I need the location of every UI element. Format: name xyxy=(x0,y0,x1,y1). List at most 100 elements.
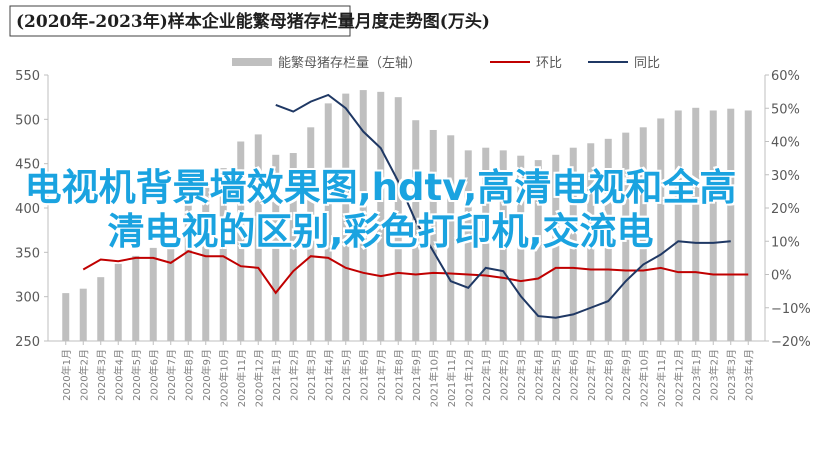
y-tick-label: 300 xyxy=(15,291,40,306)
x-tick-label: 2020年4月 xyxy=(112,349,125,401)
bar xyxy=(429,129,437,341)
x-tick-label: 2022年11月 xyxy=(655,349,668,407)
bar xyxy=(727,108,735,342)
bar xyxy=(219,168,227,341)
x-tick-label: 2021年8月 xyxy=(392,349,405,401)
x-tick-label: 2022年9月 xyxy=(620,349,633,401)
x-tick-label: 2021年9月 xyxy=(410,349,423,401)
x-tick-label: 2020年3月 xyxy=(95,349,108,401)
y2-tick-label: 20% xyxy=(771,202,800,217)
bar xyxy=(132,255,140,341)
legend-label: 环比 xyxy=(536,56,562,71)
x-tick-label: 2022年6月 xyxy=(567,349,580,401)
x-tick-label: 2022年8月 xyxy=(602,349,615,401)
x-tick-label: 2020年11月 xyxy=(235,349,248,407)
y2-tick-label: 50% xyxy=(771,102,800,117)
bar xyxy=(394,97,402,342)
bar xyxy=(359,90,367,341)
y2-tick-label: 60% xyxy=(771,69,800,84)
x-tick-label: 2021年5月 xyxy=(340,349,353,401)
x-tick-label: 2021年4月 xyxy=(322,349,335,401)
overlay-text: 电视机背景墙效果图,hdtv,高清电视和全高清电视的区别,彩色打印机,交流电 xyxy=(24,166,737,253)
bar xyxy=(464,150,472,341)
y2-tick-label: −20% xyxy=(771,335,811,350)
x-tick-label: 2022年10月 xyxy=(637,349,650,407)
x-tick-label: 2021年1月 xyxy=(270,349,283,401)
x-tick-label: 2020年7月 xyxy=(165,349,178,401)
bar xyxy=(342,93,350,342)
y2-tick-label: 0% xyxy=(771,269,792,284)
bar xyxy=(657,118,665,342)
y-tick-label: 350 xyxy=(15,246,40,261)
x-tick-label: 2022年1月 xyxy=(480,349,493,401)
x-tick-label: 2020年8月 xyxy=(182,349,195,401)
x-tick-label: 2020年1月 xyxy=(60,349,73,401)
y2-tick-label: 40% xyxy=(771,136,800,151)
bar xyxy=(692,107,700,341)
bar xyxy=(709,110,717,341)
legend-label: 同比 xyxy=(634,56,660,71)
x-tick-label: 2022年2月 xyxy=(497,349,510,401)
bar xyxy=(307,127,315,342)
bar xyxy=(79,288,87,341)
x-tick-label: 2020年12月 xyxy=(252,349,265,407)
chart-title: (2020年-2023年)样本企业能繁母猪存栏量月度走势图(万头) xyxy=(16,11,490,32)
x-tick-label: 2022年12月 xyxy=(672,349,685,407)
x-tick-label: 2021年6月 xyxy=(357,349,370,401)
bar xyxy=(482,147,490,341)
bar xyxy=(674,110,682,341)
bar xyxy=(639,127,647,342)
bar xyxy=(202,181,210,341)
x-tick-label: 2022年3月 xyxy=(515,349,528,401)
x-tick-label: 2023年3月 xyxy=(725,349,738,401)
x-tick-label: 2021年7月 xyxy=(375,349,388,401)
bar xyxy=(149,247,157,341)
y2-tick-label: −10% xyxy=(771,302,811,317)
bar xyxy=(587,143,595,341)
y-tick-label: 450 xyxy=(15,158,40,173)
y2-tick-label: 10% xyxy=(771,235,800,250)
y2-tick-label: 30% xyxy=(771,169,800,184)
y-tick-label: 550 xyxy=(15,69,40,84)
legend-label: 能繁母猪存栏量（左轴） xyxy=(278,55,421,71)
bar xyxy=(377,91,385,341)
y-tick-label: 400 xyxy=(15,202,40,217)
bar xyxy=(622,132,630,341)
y-tick-label: 250 xyxy=(15,335,40,350)
x-tick-label: 2021年12月 xyxy=(462,349,475,407)
title-box xyxy=(9,5,351,37)
x-tick-label: 2023年4月 xyxy=(742,349,755,401)
y-tick-label: 500 xyxy=(15,113,40,128)
x-tick-label: 2023年1月 xyxy=(690,349,703,401)
bar xyxy=(254,134,262,341)
bar xyxy=(412,120,420,341)
legend-swatch xyxy=(232,58,272,66)
bar xyxy=(289,153,297,341)
x-tick-label: 2023年2月 xyxy=(707,349,720,401)
x-tick-label: 2020年9月 xyxy=(200,349,213,401)
x-tick-label: 2021年10月 xyxy=(427,349,440,407)
bar xyxy=(167,241,175,341)
bar xyxy=(447,135,455,341)
bar xyxy=(499,150,507,341)
bar xyxy=(272,154,280,341)
x-tick-label: 2020年2月 xyxy=(77,349,90,401)
line-series xyxy=(275,93,731,319)
bar xyxy=(517,155,525,341)
x-tick-label: 2022年7月 xyxy=(585,349,598,401)
bar xyxy=(552,154,560,341)
x-tick-label: 2021年2月 xyxy=(287,349,300,401)
bar xyxy=(569,147,577,341)
bar xyxy=(97,277,105,341)
x-tick-label: 2022年4月 xyxy=(532,349,545,401)
bar xyxy=(62,293,70,341)
x-tick-label: 2020年10月 xyxy=(217,349,230,407)
x-tick-label: 2021年11月 xyxy=(445,349,458,407)
x-tick-label: 2022年5月 xyxy=(550,349,563,401)
x-tick-label: 2020年5月 xyxy=(130,349,143,401)
bar xyxy=(534,160,542,341)
bar xyxy=(604,138,612,341)
bar xyxy=(324,103,332,341)
